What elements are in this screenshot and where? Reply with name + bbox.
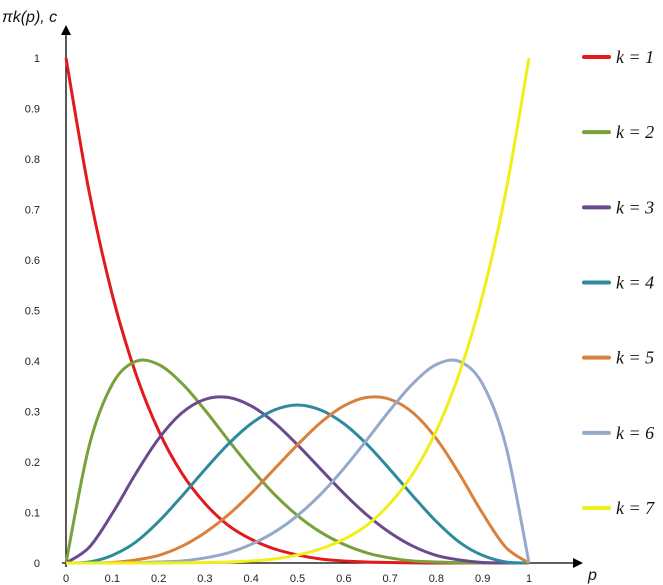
- series-line-k3: [65, 395, 530, 565]
- x-tick-label: 0.6: [336, 573, 351, 585]
- legend-label-k7: k = 7: [616, 498, 655, 518]
- series-lines: [64, 57, 531, 565]
- x-tick-label: 0.5: [290, 573, 305, 585]
- y-tick-label: 0.6: [25, 255, 40, 267]
- axes: [61, 25, 583, 568]
- series-line-k4: [65, 403, 530, 565]
- x-tick-label: 1: [526, 573, 532, 585]
- x-tick-label: 0.2: [151, 573, 166, 585]
- series-line-k7: [65, 57, 531, 565]
- y-tick-label: 0.9: [25, 104, 40, 116]
- y-tick-label: 0.4: [25, 356, 40, 368]
- legend-label-k3: k = 3: [616, 197, 654, 217]
- legend-label-k2: k = 2: [616, 122, 654, 142]
- y-tick-label: 0: [34, 558, 40, 570]
- series-line-k1: [64, 57, 529, 565]
- x-axis-title: p: [587, 567, 597, 584]
- x-tick-label: 0.7: [382, 573, 397, 585]
- legend-label-k4: k = 4: [616, 273, 654, 293]
- x-tick-label: 0: [63, 573, 69, 585]
- y-ticks: 0 0.1 0.2 0.3 0.4 0.5 0.6 0.7 0.8 0.9 1: [25, 53, 40, 570]
- legend-label-k1: k = 1: [616, 47, 654, 67]
- y-tick-label: 0.2: [25, 457, 40, 469]
- legend-label-k6: k = 6: [616, 423, 654, 443]
- x-tick-label: 0.4: [244, 573, 259, 585]
- y-tick-label: 0.3: [25, 407, 40, 419]
- y-tick-label: 0.1: [25, 508, 40, 520]
- series-line-k5: [65, 395, 530, 565]
- series-line-k2: [64, 358, 530, 565]
- x-tick-label: 0.9: [475, 573, 490, 585]
- legend-label-k5: k = 5: [616, 348, 654, 368]
- y-tick-label: 1: [34, 53, 40, 65]
- y-tick-label: 0.8: [25, 154, 40, 166]
- x-ticks: 0 0.1 0.2 0.3 0.4 0.5 0.6 0.7 0.8 0.9 1: [63, 573, 532, 585]
- series-line-k6: [65, 358, 531, 565]
- legend: k = 1 k = 2 k = 3 k = 4 k = 5 k = 6 k = 7: [582, 47, 655, 518]
- x-tick-label: 0.3: [197, 573, 212, 585]
- y-tick-label: 0.5: [25, 306, 40, 318]
- x-tick-label: 0.1: [105, 573, 120, 585]
- x-tick-label: 0.8: [429, 573, 444, 585]
- y-axis-title: πk(p), c: [2, 9, 57, 26]
- y-tick-label: 0.7: [25, 205, 40, 217]
